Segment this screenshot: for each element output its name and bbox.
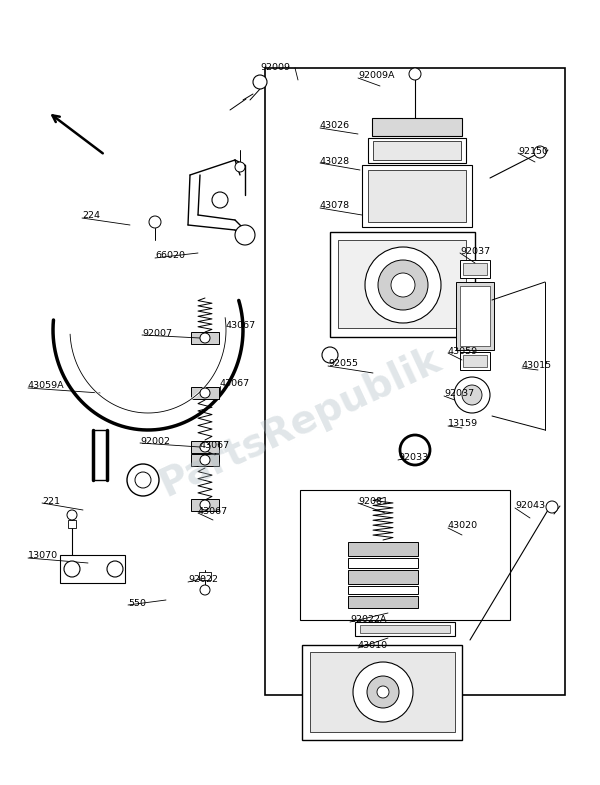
- Text: 13070: 13070: [28, 552, 58, 560]
- Text: 43067: 43067: [225, 322, 255, 330]
- Text: 92037: 92037: [444, 389, 474, 399]
- Text: 92033: 92033: [398, 454, 428, 462]
- Bar: [330, 232, 475, 337]
- Text: 92009: 92009: [260, 64, 290, 72]
- Text: 66020: 66020: [155, 251, 185, 261]
- Bar: [373, 141, 461, 160]
- Bar: [460, 260, 490, 278]
- Bar: [310, 652, 455, 732]
- Circle shape: [462, 385, 482, 405]
- Circle shape: [235, 162, 245, 172]
- Bar: [456, 282, 494, 350]
- Circle shape: [409, 68, 421, 80]
- Text: 550: 550: [128, 598, 146, 608]
- Circle shape: [127, 464, 159, 496]
- Bar: [348, 586, 418, 594]
- Circle shape: [135, 472, 151, 488]
- Circle shape: [64, 561, 80, 577]
- Text: 43026: 43026: [320, 122, 350, 130]
- Text: 43067: 43067: [200, 441, 230, 451]
- Text: 92022A: 92022A: [350, 615, 386, 625]
- Bar: [372, 118, 462, 136]
- Circle shape: [377, 686, 389, 698]
- Text: 43059A: 43059A: [28, 382, 65, 390]
- Circle shape: [200, 442, 210, 452]
- Text: 43015: 43015: [522, 362, 552, 371]
- Circle shape: [367, 676, 399, 708]
- Circle shape: [200, 500, 210, 510]
- Circle shape: [365, 247, 441, 323]
- Text: 43028: 43028: [320, 156, 350, 166]
- Circle shape: [200, 585, 210, 595]
- Text: 92055: 92055: [328, 360, 358, 368]
- Bar: [368, 138, 466, 163]
- Circle shape: [107, 561, 123, 577]
- Bar: [460, 286, 490, 346]
- Text: 92002: 92002: [140, 436, 170, 446]
- Bar: [348, 558, 418, 568]
- Circle shape: [400, 435, 430, 465]
- Text: 92022: 92022: [188, 575, 218, 585]
- Bar: [355, 622, 455, 636]
- Text: 13159: 13159: [448, 419, 478, 429]
- Circle shape: [235, 225, 255, 245]
- Bar: [362, 165, 472, 227]
- Bar: [463, 263, 487, 275]
- Text: 92081: 92081: [358, 496, 388, 506]
- Bar: [191, 441, 219, 453]
- Circle shape: [546, 501, 558, 513]
- Circle shape: [200, 388, 210, 398]
- Bar: [348, 570, 418, 584]
- Circle shape: [391, 273, 415, 297]
- Text: 43078: 43078: [320, 202, 350, 210]
- Bar: [191, 387, 219, 399]
- Bar: [463, 355, 487, 367]
- Circle shape: [353, 662, 413, 722]
- Bar: [191, 454, 219, 466]
- Text: 92043: 92043: [515, 502, 545, 510]
- Bar: [348, 542, 418, 556]
- Bar: [191, 332, 219, 344]
- Text: 224: 224: [82, 211, 100, 221]
- Circle shape: [253, 75, 267, 89]
- Bar: [191, 499, 219, 511]
- Circle shape: [200, 455, 210, 465]
- Text: 221: 221: [42, 496, 60, 506]
- Text: PartsRepublik: PartsRepublik: [153, 341, 447, 505]
- Bar: [60, 555, 125, 583]
- Circle shape: [322, 347, 338, 363]
- Bar: [68, 520, 76, 528]
- Circle shape: [454, 377, 490, 413]
- Circle shape: [212, 192, 228, 208]
- Circle shape: [378, 260, 428, 310]
- Circle shape: [534, 146, 546, 158]
- Bar: [265, 68, 565, 695]
- Text: 43059: 43059: [448, 346, 478, 356]
- Bar: [348, 596, 418, 608]
- Circle shape: [200, 333, 210, 343]
- Circle shape: [149, 216, 161, 228]
- Text: 92009A: 92009A: [358, 71, 395, 81]
- Bar: [368, 170, 466, 222]
- Bar: [360, 625, 450, 633]
- Text: 43010: 43010: [358, 641, 388, 651]
- Text: 43020: 43020: [448, 521, 478, 531]
- Text: 92150: 92150: [518, 147, 548, 155]
- Bar: [302, 645, 462, 740]
- Bar: [199, 572, 211, 580]
- Text: 92037: 92037: [460, 246, 490, 255]
- Circle shape: [67, 510, 77, 520]
- Text: 43067: 43067: [198, 506, 228, 516]
- Bar: [460, 352, 490, 370]
- Text: 92007: 92007: [142, 328, 172, 338]
- Bar: [300, 490, 510, 620]
- Bar: [338, 240, 466, 328]
- Text: 43067: 43067: [220, 379, 250, 389]
